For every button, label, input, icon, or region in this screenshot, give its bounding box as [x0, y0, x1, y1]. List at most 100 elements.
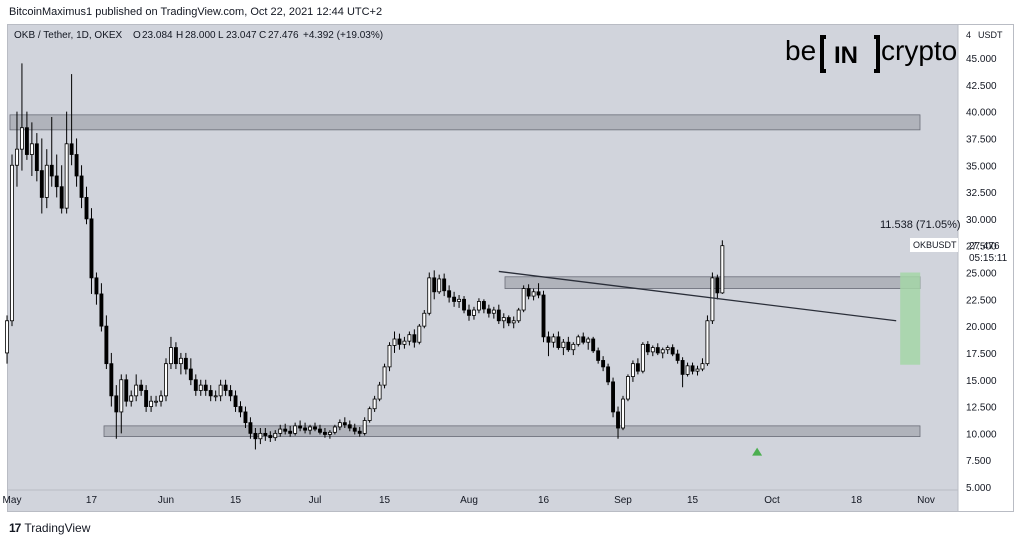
candle-body [352, 427, 357, 432]
candle-body [253, 432, 258, 440]
ohlc-open-value: 23.084 [142, 30, 173, 41]
candle-body [606, 366, 611, 383]
candle-body [412, 334, 417, 343]
candle-body [183, 357, 188, 370]
candle-body [243, 411, 248, 424]
candle-body [675, 353, 680, 361]
candle-body [99, 293, 104, 327]
candle-body [74, 154, 79, 177]
x-tick-label: 16 [538, 495, 550, 506]
candle-body [457, 298, 462, 302]
candle-body [447, 290, 452, 298]
candle-body [581, 336, 586, 343]
candle-body [15, 148, 19, 166]
candle-body [561, 341, 566, 348]
candle-body [342, 422, 347, 426]
candle-body [596, 350, 601, 361]
candle-body [149, 400, 154, 407]
candle-body [591, 338, 596, 352]
price-scale-background [958, 25, 1013, 511]
y-tick-label: 22.500 [966, 295, 997, 306]
candle-body [34, 143, 39, 172]
y-tick-label: 42.500 [966, 81, 997, 92]
candle-body [178, 357, 183, 365]
logo-text-crypto: crypto [881, 35, 957, 66]
candle-body [655, 347, 660, 354]
candle-body [720, 245, 725, 294]
y-tick-label: 15.000 [966, 376, 997, 387]
candle-body [218, 384, 223, 397]
candle-body [323, 431, 327, 435]
logo-text-in: IN [834, 42, 858, 69]
candle-body [427, 277, 432, 314]
candle-body [119, 379, 124, 413]
candle-body [318, 428, 322, 433]
candle-body [611, 381, 615, 413]
candle-body [521, 288, 526, 311]
candle-body [298, 425, 303, 429]
candle-body [308, 426, 312, 431]
candle-body [377, 384, 382, 400]
candle-body [571, 343, 576, 351]
up-arrow-marker [752, 447, 763, 456]
candle-body [541, 294, 546, 338]
candle-body [347, 424, 352, 429]
ohlc-open-label: O [133, 30, 141, 41]
candle-body [144, 390, 149, 407]
candle-body [79, 175, 84, 198]
measure-label: 11.538 (71.05%) [880, 219, 961, 231]
candle-body [660, 349, 665, 354]
ohlc-high-value: 28.000 [185, 30, 216, 41]
candle-body [462, 298, 466, 311]
candle-body [94, 277, 99, 295]
candle-body [134, 384, 139, 397]
symbol-name: OKB / Tether, 1D, OKEX [14, 30, 123, 41]
candle-body [481, 301, 486, 310]
candle-body [452, 296, 457, 302]
publisher-credit: BitcoinMaximus1 published on TradingView… [9, 6, 383, 18]
candle-body [616, 411, 620, 429]
candle-body [621, 398, 625, 429]
candle-body [486, 308, 491, 314]
candle-body [29, 143, 34, 155]
candle-body [700, 363, 705, 370]
candle-body [551, 336, 556, 343]
candle-body [367, 408, 372, 421]
candle-body [164, 363, 168, 397]
candle-body [392, 338, 397, 346]
candle-body [273, 432, 278, 439]
candle-body [238, 406, 243, 413]
chart-frame [7, 24, 1014, 512]
y-tick-label: 5.000 [966, 483, 991, 494]
candle-body [650, 347, 655, 353]
candle-body [397, 338, 402, 345]
candle-body [432, 277, 437, 293]
candle-body [139, 384, 144, 391]
candle-body [467, 309, 471, 316]
y-tick-label: 7.500 [966, 456, 991, 467]
candle-body [635, 363, 640, 372]
candle-body [715, 277, 720, 294]
x-tick-label: 17 [86, 495, 98, 506]
candle-body [213, 395, 218, 398]
ohlc-close-value: 27.476 [268, 30, 299, 41]
candle-body [685, 365, 690, 375]
y-tick-label: 20.000 [966, 322, 997, 333]
candle-body [511, 320, 516, 324]
candle-body [188, 368, 193, 381]
ticker-badge-text: OKBUSDT [913, 240, 957, 250]
candle-body [293, 425, 298, 434]
candle-body [203, 384, 208, 391]
candle-body [402, 340, 407, 345]
candle-body [626, 376, 630, 400]
projection-box [900, 272, 921, 365]
candle-body [357, 430, 362, 434]
candle-body [327, 431, 332, 435]
candle-body [516, 309, 521, 322]
y-tick-label: 30.000 [966, 215, 997, 226]
candle-body [19, 127, 24, 150]
candle-body [531, 291, 536, 297]
candle-body [278, 428, 283, 434]
y-tick-label: 25.000 [966, 269, 997, 280]
